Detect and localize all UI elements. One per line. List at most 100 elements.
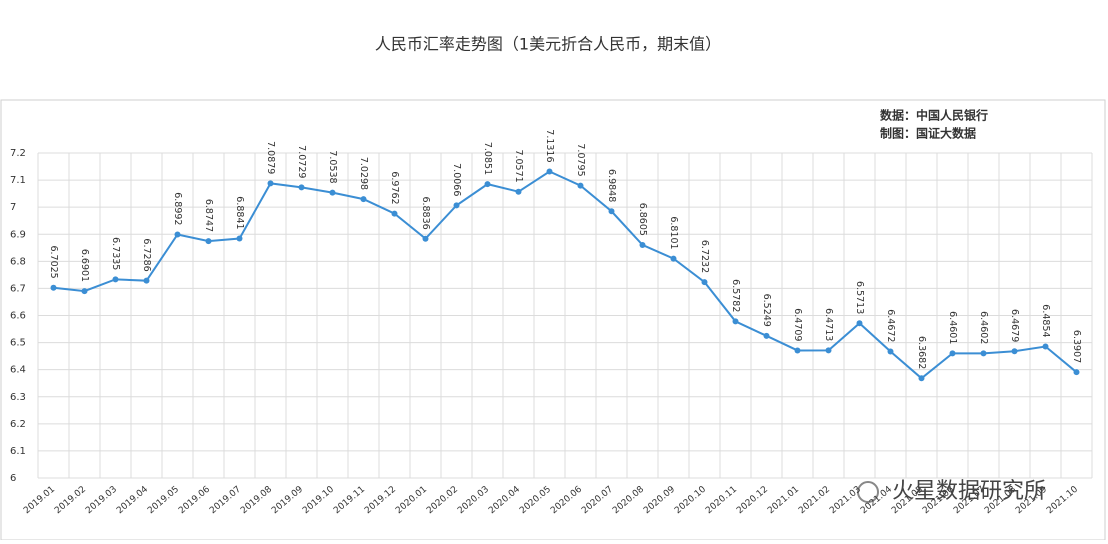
data-label: 6.9762 [389,171,400,204]
point [360,196,367,203]
x-tick-label: 2020.03 [456,485,491,517]
source: 数据：中国人民银行 [880,108,988,123]
point [732,318,739,325]
point [236,235,243,242]
x-tick-label: 2020.12 [735,485,770,517]
data-label: 6.5713 [854,281,865,314]
x-tick-label: 2019.07 [208,485,243,517]
point [174,231,181,238]
data-label: 6.7025 [48,245,59,278]
data-label: 6.7286 [141,238,152,271]
data-label: 6.8101 [668,216,679,249]
chart-title: 人民币汇率走势图（1美元折合人民币，期末值） [375,35,721,54]
data-label: 7.0066 [451,163,462,196]
point [887,348,894,355]
y-tick-label: 7.2 [10,148,26,159]
x-tick-label: 2020.04 [487,484,522,516]
y-tick-label: 6.8 [10,256,26,267]
x-tick-label: 2021.10 [1045,484,1080,516]
data-label: 7.0538 [327,150,338,183]
x-tick-label: 2020.01 [394,485,429,517]
point [484,181,491,188]
point [267,180,274,187]
x-tick-label: 2019.08 [239,484,274,516]
data-label: 6.4672 [885,309,896,342]
x-tick-label: 2019.06 [177,484,212,516]
x-tick-label: 2019.10 [301,484,336,516]
x-tick-label: 2021.03 [828,485,863,517]
y-tick-label: 6.1 [10,446,26,457]
data-label: 6.3682 [916,336,927,369]
point [670,255,677,262]
point [81,288,88,295]
x-tick-label: 2019.01 [22,485,57,517]
data-label: 6.7232 [699,240,710,273]
y-tick-label: 6.6 [10,311,26,322]
point [453,202,460,209]
x-tick-label: 2019.03 [84,485,119,517]
point [112,276,119,283]
data-label: 6.8836 [420,196,431,229]
y-tick-label: 6.2 [10,419,26,430]
point [143,277,150,284]
x-tick-label: 2019.04 [115,484,150,516]
data-label: 6.6901 [79,249,90,282]
data-label: 7.0879 [265,141,276,174]
y-tick-label: 6.9 [10,229,26,240]
y-tick-label: 6.3 [10,392,26,403]
data-label: 6.7335 [110,237,121,270]
point [980,350,987,357]
y-tick-label: 7 [10,202,16,213]
point [1073,369,1080,376]
point [515,188,522,195]
data-label: 6.8605 [637,203,648,236]
x-tick-label: 2019.09 [270,484,305,516]
point [763,332,770,339]
data-label: 6.9848 [606,169,617,202]
data-label: 6.5782 [730,279,741,312]
data-label: 7.0298 [358,157,369,190]
point [329,189,336,196]
point [1011,348,1018,355]
x-tick-label: 2020.07 [580,485,615,517]
line [53,170,1078,380]
point [391,210,398,217]
point [825,347,832,354]
point [856,320,863,327]
point [608,208,615,215]
point [701,279,708,286]
point [949,350,956,357]
point [1042,343,1049,350]
data-label: 7.0795 [575,143,586,176]
chart-frame [0,99,1106,541]
data-label: 6.5249 [761,294,772,327]
point [50,284,57,291]
data-label: 7.0729 [296,145,307,178]
x-tick-label: 2020.08 [611,484,646,516]
point [205,238,212,245]
y-tick-label: 6.5 [10,338,26,349]
x-tick-label: 2021.02 [797,485,832,517]
point [918,375,925,382]
data-label: 6.4601 [947,311,958,344]
data-label: 6.8747 [203,199,214,232]
x-tick-label: 2020.02 [425,485,460,517]
data-label: 7.1316 [544,129,555,162]
data-label: 6.4854 [1040,304,1051,337]
x-tick-label: 2019.12 [363,485,398,517]
data-label: 6.4713 [823,308,834,341]
data-label: 7.0851 [482,142,493,175]
watermark-icon [857,481,879,503]
x-tick-label: 2020.06 [549,484,584,516]
point [546,168,553,175]
y-tick-label: 6.4 [10,365,26,376]
y-tick-label: 7.1 [10,175,26,186]
data-label: 6.8992 [172,192,183,225]
point [298,184,305,191]
x-tick-label: 2020.05 [518,485,553,517]
x-tick-label: 2020.09 [642,484,677,516]
x-tick-label: 2019.02 [53,485,88,517]
data-label: 6.4602 [978,311,989,344]
x-tick-label: 2019.11 [332,485,367,517]
data-label: 6.3907 [1071,330,1082,363]
